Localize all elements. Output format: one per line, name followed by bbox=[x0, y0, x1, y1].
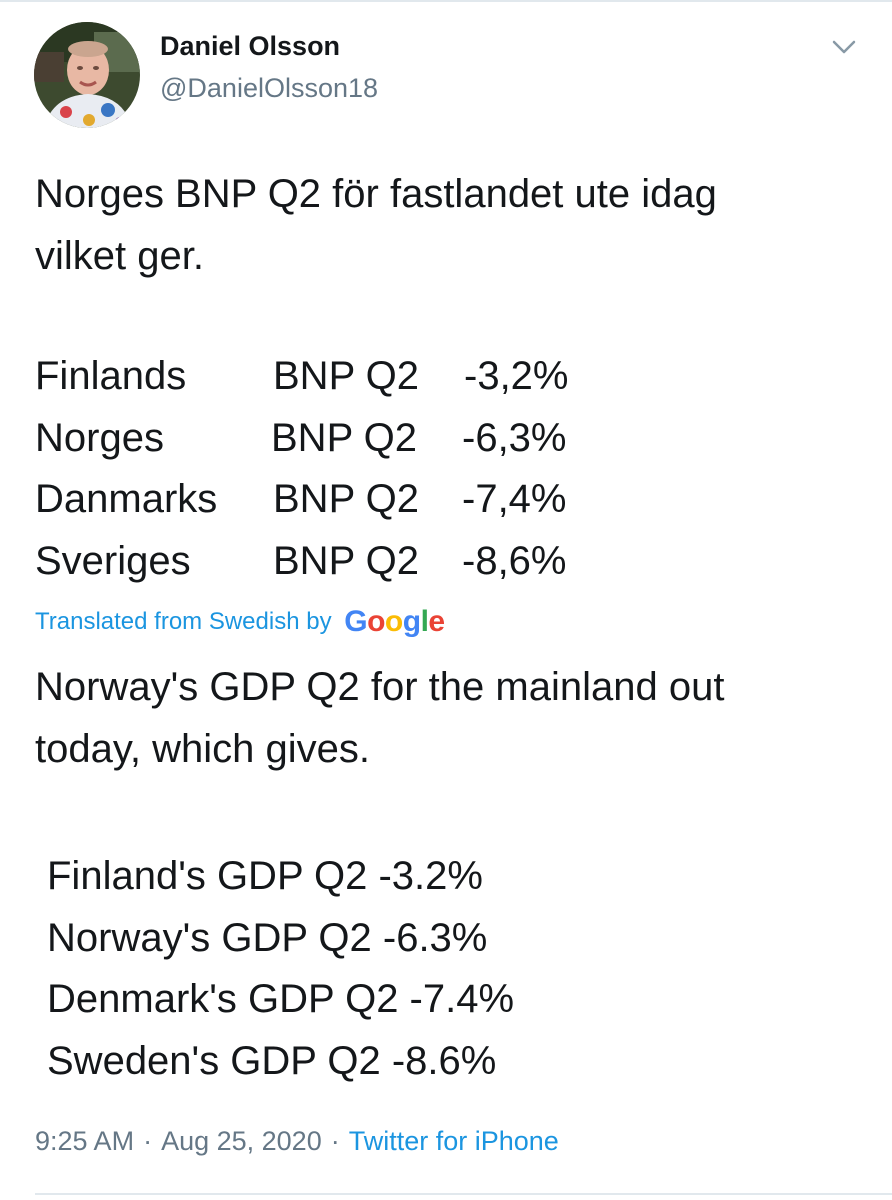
translated-gdp-row: Denmark's GDP Q2 -7.4% bbox=[47, 977, 515, 1021]
translated-gdp-row: Sweden's GDP Q2 -8.6% bbox=[47, 1039, 497, 1083]
gdp-metric: BNP Q2 bbox=[273, 354, 419, 398]
chevron-down-icon[interactable] bbox=[826, 32, 862, 62]
google-logo: Google bbox=[344, 605, 445, 638]
tweet-source-link[interactable]: Twitter for iPhone bbox=[348, 1126, 559, 1156]
gdp-country: Finlands bbox=[35, 354, 187, 398]
translated-label: Translated from Swedish by bbox=[35, 608, 332, 635]
translated-text-line: Norway's GDP Q2 for the mainland out bbox=[35, 665, 725, 709]
tweet-time[interactable]: 9:25 AM bbox=[35, 1126, 135, 1156]
author-handle[interactable]: @DanielOlsson18 bbox=[160, 73, 379, 103]
gdp-metric: BNP Q2 bbox=[273, 539, 419, 583]
tweet-text-line: Norges BNP Q2 för fastlandet ute idag bbox=[35, 172, 717, 216]
gdp-country: Sveriges bbox=[35, 539, 191, 583]
meta-separator: · bbox=[330, 1126, 340, 1156]
tweet-text-line: vilket ger. bbox=[35, 234, 204, 278]
gdp-country: Norges bbox=[35, 416, 164, 460]
author-name[interactable]: Daniel Olsson bbox=[160, 31, 341, 61]
translated-by-link[interactable]: Translated from Swedish by Google bbox=[35, 602, 445, 642]
gdp-country: Danmarks bbox=[35, 477, 218, 521]
top-divider bbox=[0, 0, 892, 2]
gdp-value: -3,2% bbox=[464, 354, 569, 398]
gdp-value: -8,6% bbox=[462, 539, 567, 583]
gdp-value: -6,3% bbox=[462, 416, 567, 460]
gdp-value: -7,4% bbox=[462, 477, 567, 521]
translated-gdp-row: Norway's GDP Q2 -6.3% bbox=[47, 916, 488, 960]
gdp-metric: BNP Q2 bbox=[271, 416, 417, 460]
translated-text-line: today, which gives. bbox=[35, 727, 370, 771]
bottom-divider bbox=[35, 1193, 892, 1195]
tweet-date[interactable]: Aug 25, 2020 bbox=[161, 1126, 322, 1156]
avatar[interactable] bbox=[34, 22, 140, 128]
tweet-metadata: 9:25 AM · Aug 25, 2020 · Twitter for iPhone bbox=[35, 1121, 559, 1161]
gdp-metric: BNP Q2 bbox=[273, 477, 419, 521]
avatar-photo bbox=[34, 22, 140, 128]
meta-separator: · bbox=[143, 1126, 153, 1156]
translated-gdp-row: Finland's GDP Q2 -3.2% bbox=[47, 854, 483, 898]
